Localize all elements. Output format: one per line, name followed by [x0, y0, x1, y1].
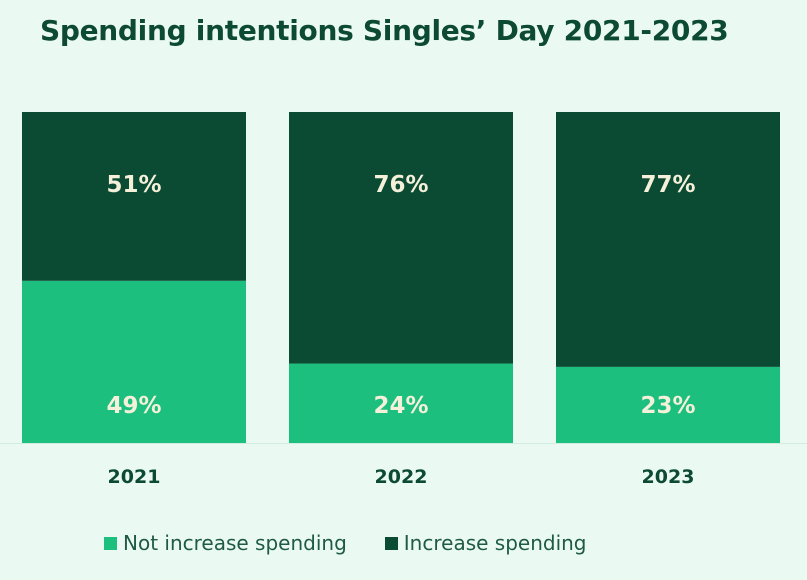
bar-segment-increase-2023: [556, 112, 780, 367]
x-tick-label-2023: 2023: [642, 466, 695, 488]
data-label-not-increase-2022: 24%: [373, 393, 428, 419]
legend-swatch-increase: [384, 536, 398, 550]
legend-label-increase: Increase spending: [403, 531, 587, 555]
data-label-increase-2021: 51%: [106, 172, 161, 198]
legend-item-increase: Increase spending: [384, 531, 587, 555]
x-tick-label-2022: 2022: [375, 466, 428, 488]
chart-legend: Not increase spending Increase spending: [104, 531, 625, 555]
data-label-increase-2022: 76%: [373, 172, 428, 198]
data-label-not-increase-2023: 23%: [640, 393, 695, 419]
bar-segment-not-increase-2021: [22, 280, 246, 443]
x-tick-label-2021: 2021: [108, 466, 161, 488]
bar-segment-increase-2021: [22, 112, 246, 281]
data-label-increase-2023: 77%: [640, 172, 695, 198]
bar-segment-not-increase-2023: [556, 366, 780, 443]
legend-item-not-increase: Not increase spending: [104, 531, 347, 555]
legend-swatch-not-increase: [104, 536, 117, 550]
data-label-not-increase-2021: 49%: [106, 393, 161, 419]
bar-segment-increase-2022: [289, 112, 513, 364]
legend-label-not-increase: Not increase spending: [123, 531, 347, 555]
stacked-bar-chart: 49% 51% 2021 24% 76% 2022 23% 77% 2023: [22, 112, 780, 488]
chart-title: Spending intentions Singles’ Day 2021-20…: [40, 14, 729, 47]
bar-segment-not-increase-2022: [289, 363, 513, 443]
chart-baseline: [0, 443, 807, 444]
